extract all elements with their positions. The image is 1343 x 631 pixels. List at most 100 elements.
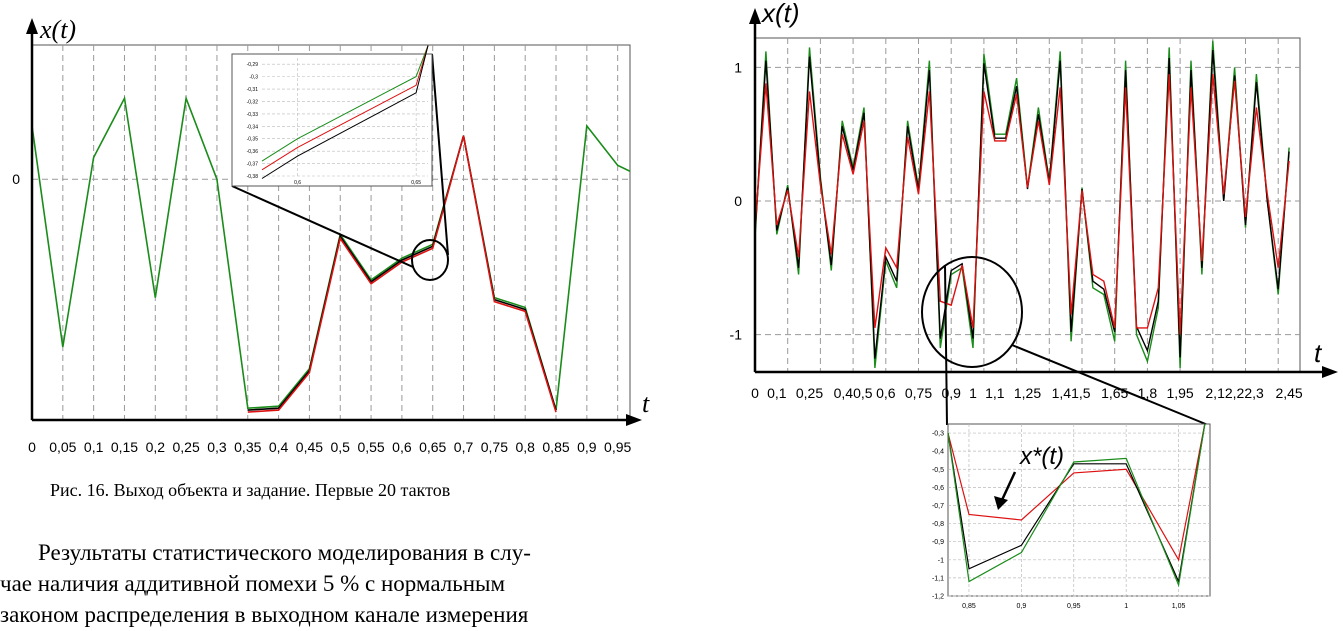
x-tick-label: 0,35 (234, 439, 261, 455)
series-line-red (947, 423, 1206, 562)
left-x-axis-label: t (642, 389, 650, 418)
y-tick-label: -0,8 (932, 521, 944, 528)
right-chart-lines (754, 40, 1290, 369)
x-tick-label: 0,45 (296, 439, 323, 455)
y-tick-label: -0,37 (247, 162, 259, 168)
y-tick-label: -0,7 (932, 503, 944, 510)
series-line-green (261, 45, 429, 162)
y-tick-label: -0,5 (932, 467, 944, 474)
right-x-tick-labels: 0 0,1 0,25 0,40,5 0,6 0,75 0,9 1 1,1 1,25 1,41,5 1,… (751, 385, 1303, 401)
x-tick-label: 1,41,5 (1052, 385, 1091, 401)
left-inset-frame (231, 53, 433, 187)
x-tick-label: 1 (969, 385, 977, 401)
left-y-axis-label: x(t) (39, 15, 76, 44)
x-tick-label: 0,4 (269, 439, 289, 455)
x-tick-label: 1 (1124, 603, 1128, 610)
y-tick-label: -0,3 (249, 75, 258, 81)
right-inset-annotation-arrow (1000, 471, 1017, 501)
left-zoom-circle (411, 239, 449, 281)
x-tick-label: 0,85 (962, 603, 976, 610)
body-paragraph: Результаты статистического моделирования… (0, 537, 690, 630)
right-y-tick-labels: 1 0 -1 (730, 59, 743, 342)
right-y-axis-arrow (749, 8, 761, 24)
x-tick-label: 0,75 (481, 439, 508, 455)
y-tick-label: -0,4 (932, 449, 944, 456)
x-tick-label: 0,1 (767, 385, 787, 401)
x-tick-label: 2,12,22,3 (1205, 385, 1264, 401)
y-tick-label: -0,31 (247, 87, 259, 93)
left-x-tick-labels: 0 0,05 0,1 0,15 0,2 0,25 0,3 0,35 0,4 0,45 0,5 0,55… (28, 439, 631, 455)
x-tick-label: 0,95 (1067, 603, 1081, 610)
paragraph-line: Результаты статистического моделирования… (38, 540, 531, 565)
x-tick-label: 0 (28, 439, 36, 455)
x-tick-label: 1,8 (1138, 385, 1158, 401)
left-inset-y-tick-labels: -0,29 -0,3 -0,31 -0,32 -0,33 -0,34 -0,35 -0,36 -… (247, 62, 259, 180)
y-tick-label: -1,2 (932, 594, 944, 601)
x-tick-label: 0,65 (411, 180, 421, 186)
y-tick-label: -0,32 (247, 99, 259, 105)
x-tick-label: 0,3 (207, 439, 227, 455)
right-x-axis-label: t (1314, 338, 1323, 368)
y-tick-label: -1 (730, 327, 743, 343)
y-tick-label: -0,6 (932, 485, 944, 492)
y-tick-label: -0,29 (247, 62, 259, 68)
series-line-red (261, 45, 429, 171)
right-x-axis-arrow (1322, 366, 1338, 378)
x-tick-label: 0,6 (876, 385, 896, 401)
x-tick-label: 0,7 (454, 439, 474, 455)
x-tick-label: 0,95 (604, 439, 631, 455)
left-zoom-connector-1 (231, 185, 414, 268)
right-inset: -0,3 -0,4 -0,5 -0,6 -0,7 -0,8 -0,9 -1 -1,1 -1,2 0… (932, 423, 1211, 610)
x-tick-label: 0,6 (392, 439, 412, 455)
right-zoom-circle (921, 256, 1023, 368)
x-tick-label: 0,2 (146, 439, 166, 455)
right-inset-lines (947, 423, 1206, 588)
y-tick-label: -0,38 (247, 174, 259, 180)
x-tick-label: 0,8 (515, 439, 535, 455)
y-tick-label: -0,34 (247, 124, 259, 130)
x-tick-label: 0,15 (111, 439, 138, 455)
y-tick-label: -1,1 (932, 575, 944, 582)
right-chart: x(t) t 0 0,1 0,25 0,40,5 0,6 0,75 0,9 1 1,1 1,25 1… (730, 0, 1338, 426)
left-inset: -0,29 -0,3 -0,31 -0,32 -0,33 -0,34 -0,35 -0,36 -… (231, 45, 433, 187)
x-tick-label: 2,45 (1275, 385, 1302, 401)
x-tick-label: 0,9 (1016, 603, 1026, 610)
right-y-axis-label: x(t) (760, 0, 800, 28)
left-x-axis-arrow (626, 414, 642, 426)
x-tick-label: 0,75 (905, 385, 932, 401)
y-tick-label: -0,9 (932, 539, 944, 546)
right-inset-y-tick-labels: -0,3 -0,4 -0,5 -0,6 -0,7 -0,8 -0,9 -1 -1,1 -1,2 (932, 431, 944, 601)
right-zoom-connector-2 (1011, 344, 1209, 426)
y-tick-label: -0,36 (247, 149, 259, 155)
paragraph-line: чае наличия аддитивной помехи 5 % с норм… (0, 571, 506, 596)
x-tick-label: 0,25 (796, 385, 823, 401)
x-tick-label: 1,95 (1166, 385, 1193, 401)
right-chart-frame (754, 37, 1301, 373)
y-tick-label: -0,35 (247, 137, 259, 143)
y-tick-label: 0 (734, 193, 742, 209)
x-tick-label: 0,65 (419, 439, 446, 455)
y-tick-label: -0,3 (932, 431, 944, 438)
x-tick-label: 0,9 (941, 385, 961, 401)
x-tick-label: 0,85 (542, 439, 569, 455)
figure-caption: Рис. 16. Выход объекта и задание. Первые… (50, 480, 451, 500)
right-inset-annotation: x*(t) (1019, 443, 1064, 470)
x-tick-label: 0,55 (357, 439, 384, 455)
left-zoom-connector-2 (431, 53, 449, 256)
x-tick-label: 0,05 (49, 439, 76, 455)
right-inset-grid (948, 424, 1210, 597)
right-inset-annotation-arrowhead (994, 496, 1008, 510)
x-tick-label: 1,25 (1014, 385, 1041, 401)
x-tick-label: 0,25 (172, 439, 199, 455)
y-tick-label: -1 (938, 557, 944, 564)
figure-canvas: x(t) t 0 0,05 0,1 0,15 0,2 0,25 0,3 0,35 0,4 0,45… (12, 0, 1338, 455)
x-tick-label: 0,6 (294, 180, 301, 186)
series-line-black (261, 45, 429, 179)
x-tick-label: 1,05 (1172, 603, 1186, 610)
x-tick-label: 1,1 (985, 385, 1005, 401)
series-line-red (754, 74, 1290, 335)
x-tick-label: 0,5 (331, 439, 351, 455)
series-line-black (247, 135, 557, 411)
left-y-tick-labels: 0 (12, 171, 20, 187)
paragraph-line: законом распределения в выходном канале … (0, 602, 529, 627)
